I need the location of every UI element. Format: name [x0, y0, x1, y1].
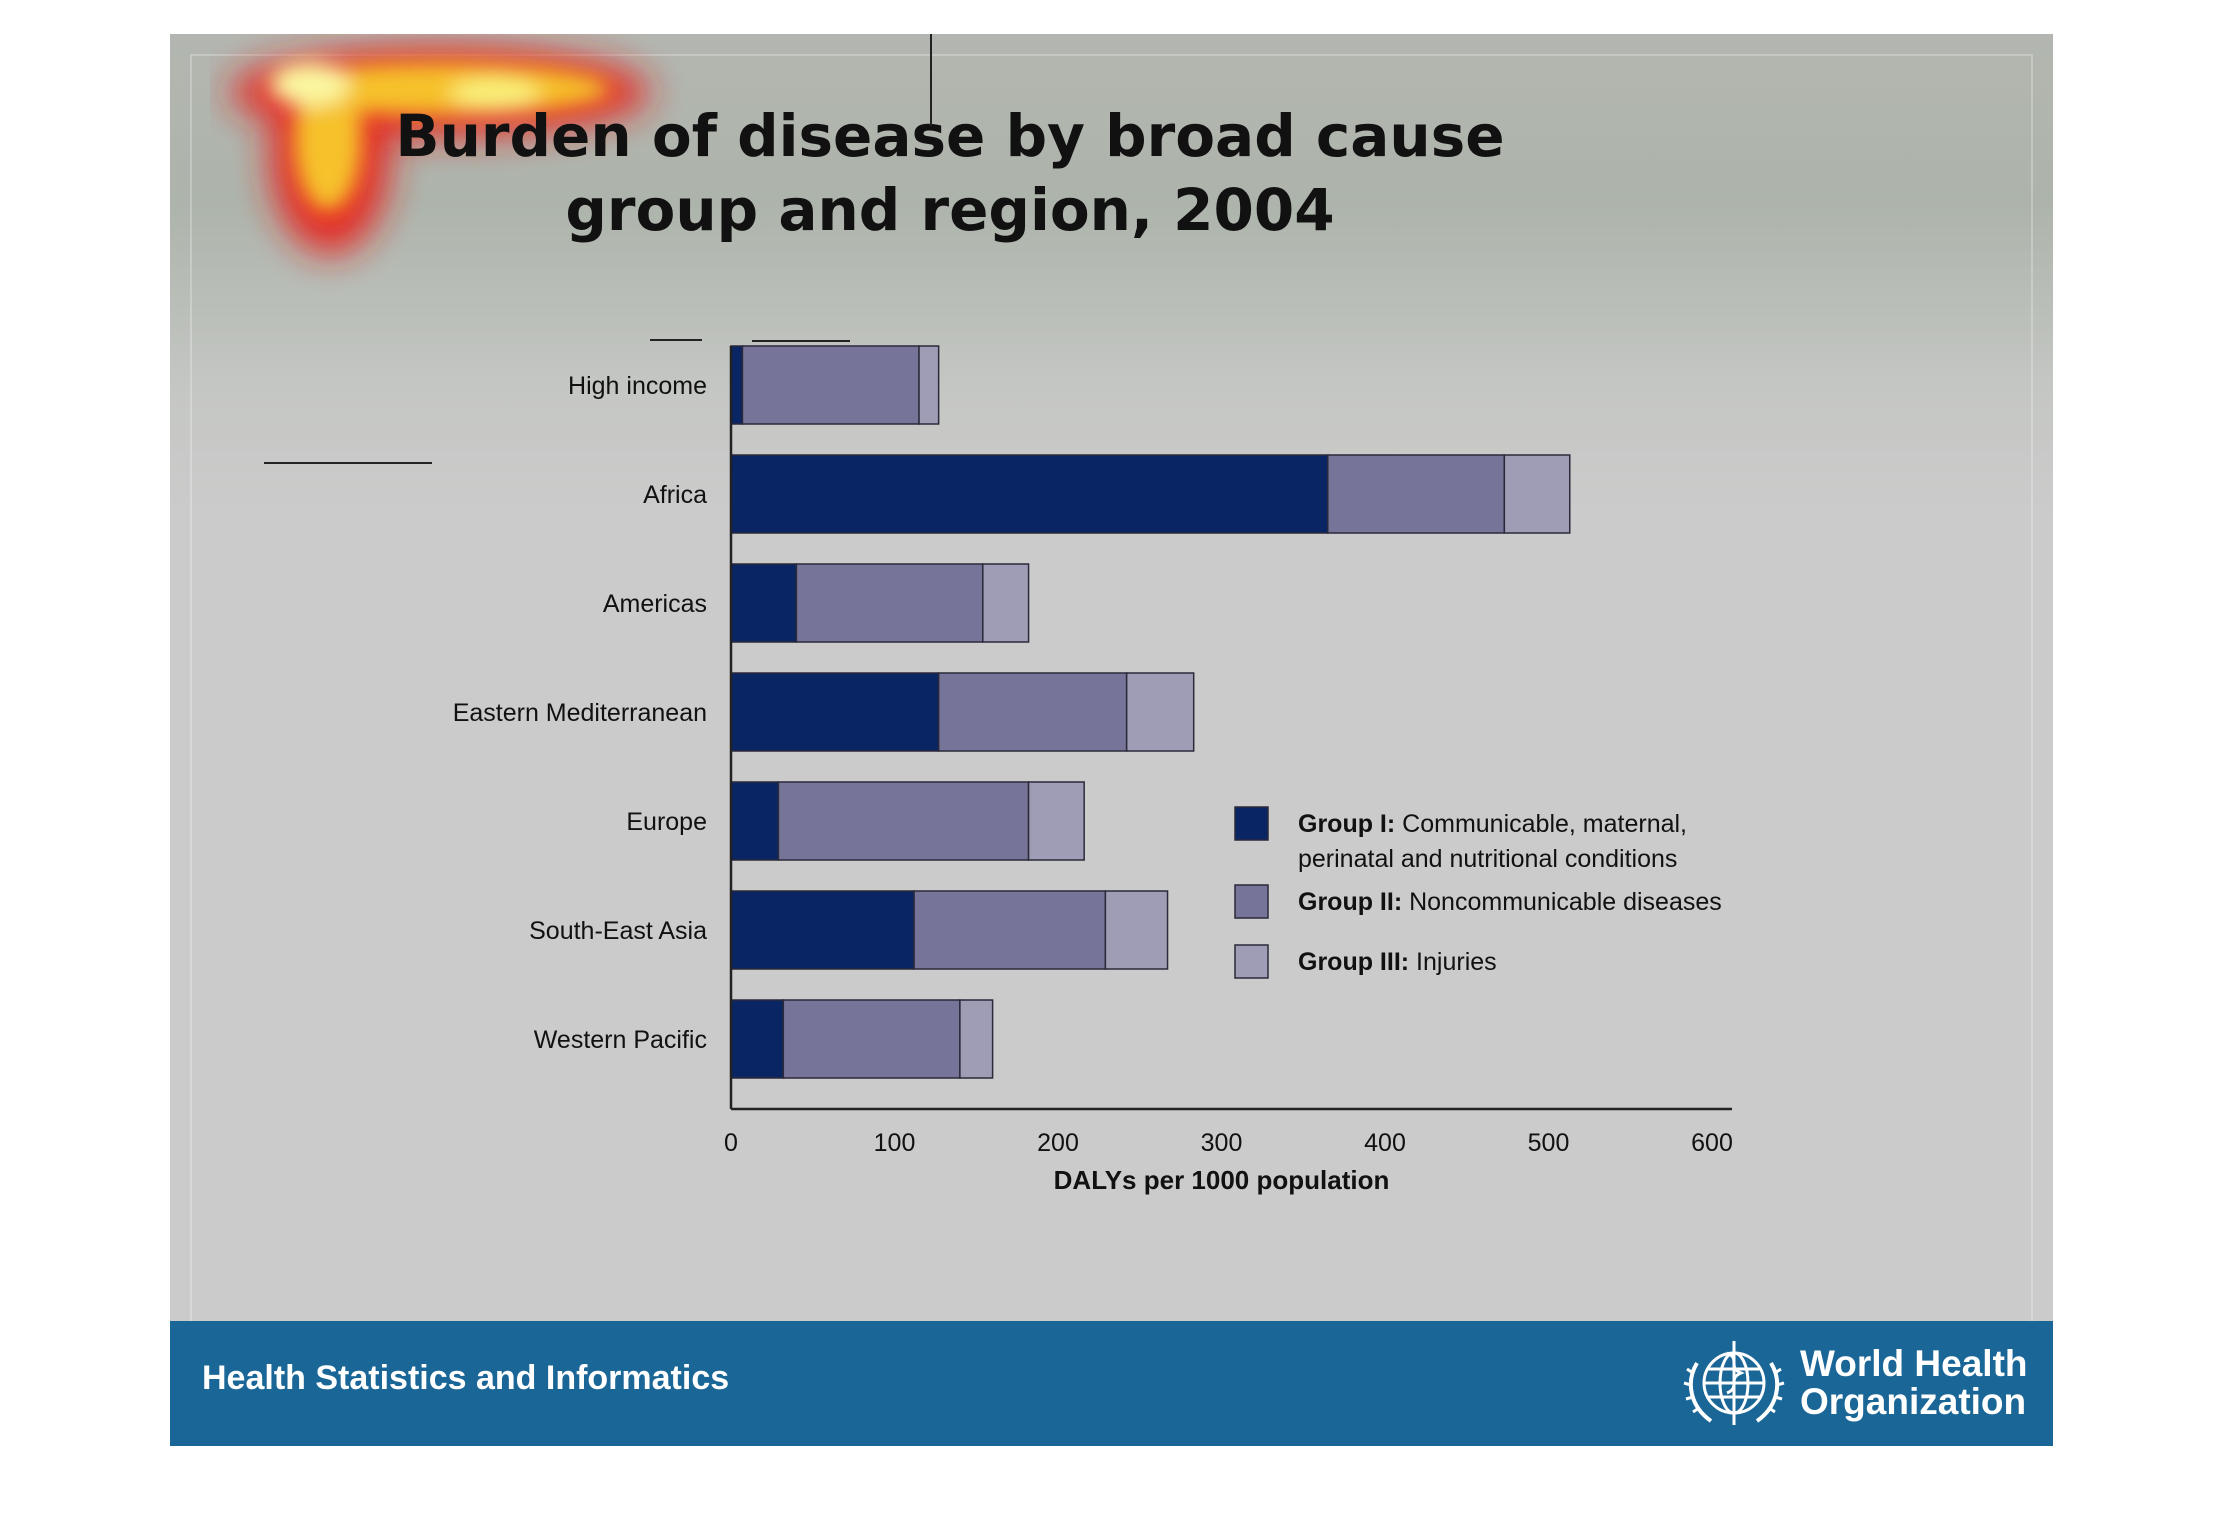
bar-segment — [1503, 454, 1571, 534]
y-tick-label: Americas — [603, 590, 707, 618]
bar-segment — [937, 672, 1128, 752]
bar-segment — [730, 672, 940, 752]
bar-segment — [730, 563, 798, 643]
y-tick-label: Western Pacific — [534, 1026, 707, 1054]
bar-segment — [730, 781, 780, 861]
x-tick-label: 200 — [1037, 1129, 1079, 1157]
legend-label: Group II: Noncommunicable diseases — [1298, 888, 1722, 916]
decorative-line — [650, 339, 702, 341]
y-tick-label: Eastern Mediterranean — [453, 699, 707, 727]
stacked-bar-chart: High income Africa Americas Eastern Mediter… — [453, 345, 1733, 1195]
y-tick-label: Europe — [626, 808, 707, 836]
legend-label: Group I: Communicable, maternal, — [1298, 810, 1687, 838]
chart-title: Burden of disease by broad cause group a… — [395, 102, 1505, 244]
decorative-line — [752, 340, 850, 342]
x-tick-label: 400 — [1364, 1129, 1406, 1157]
bar-segment — [730, 345, 744, 425]
legend-swatch — [1234, 806, 1269, 841]
legend-swatch — [1234, 944, 1269, 979]
slide-frame — [190, 54, 2033, 1334]
footer-text: Health Statistics and Informatics — [202, 1359, 730, 1397]
org-name-line2: Organization — [1800, 1381, 2027, 1422]
org-name: World Health Organization — [1800, 1345, 2028, 1421]
x-axis-label: DALYs per 1000 population — [1054, 1165, 1390, 1195]
x-tick-label: 500 — [1528, 1129, 1570, 1157]
legend-label: Group III: Injuries — [1298, 948, 1497, 976]
bar-segment — [918, 345, 940, 425]
bar-segment — [982, 563, 1030, 643]
bar-segment — [913, 890, 1107, 970]
bar-segment — [795, 563, 984, 643]
x-tick-label: 0 — [724, 1129, 738, 1157]
bar-segment — [777, 781, 1030, 861]
bar-segment — [1104, 890, 1169, 970]
who-emblem-icon — [1683, 1341, 1785, 1425]
bar-segment — [1027, 781, 1085, 861]
y-tick-label: Africa — [643, 481, 707, 509]
bar-segment — [730, 999, 785, 1079]
bar-segment — [1327, 454, 1506, 534]
org-name-line1: World Health — [1800, 1343, 2028, 1384]
x-tick-label: 300 — [1201, 1129, 1243, 1157]
footer-bar: Health Statistics and Informatics World … — [170, 1321, 2053, 1446]
x-tick-label: 600 — [1691, 1129, 1733, 1157]
bar-segment — [1125, 672, 1195, 752]
bar-segment — [730, 454, 1329, 534]
bar-segment — [741, 345, 920, 425]
bar-segment — [959, 999, 994, 1079]
decorative-line — [930, 34, 932, 126]
y-tick-label: High income — [568, 372, 707, 400]
x-tick-label: 100 — [874, 1129, 916, 1157]
y-tick-label: South-East Asia — [529, 917, 707, 945]
legend-label-line2: perinatal and nutritional conditions — [1298, 845, 1677, 873]
decorative-line — [264, 462, 432, 464]
legend-swatch — [1234, 884, 1269, 919]
bar-segment — [782, 999, 961, 1079]
slide: Burden of disease by broad cause group a… — [170, 34, 2053, 1446]
bar-segment — [730, 890, 915, 970]
